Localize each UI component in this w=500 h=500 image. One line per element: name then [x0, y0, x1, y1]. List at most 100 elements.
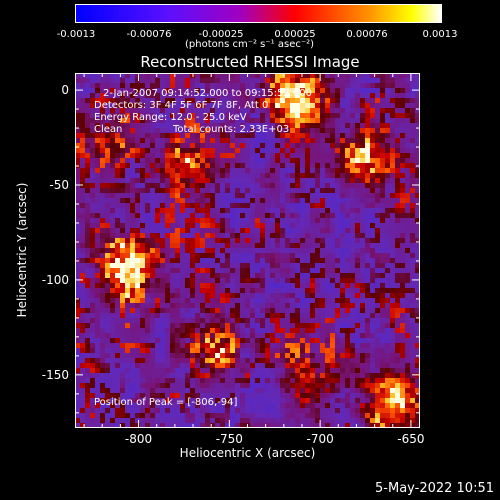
heatmap-cell	[320, 178, 325, 183]
heatmap-cell	[235, 338, 240, 343]
heatmap-cell	[95, 338, 100, 343]
heatmap-cell	[110, 238, 115, 243]
heatmap-cell	[335, 253, 340, 258]
heatmap-cell	[155, 363, 160, 368]
heatmap-cell	[375, 258, 380, 263]
heatmap-cell	[120, 253, 125, 258]
heatmap-cell	[350, 413, 355, 418]
heatmap-cell	[125, 113, 130, 118]
heatmap-cell	[135, 258, 140, 263]
heatmap-cell	[160, 98, 165, 103]
heatmap-cell	[175, 158, 180, 163]
heatmap-cell	[340, 378, 345, 383]
heatmap-cell	[375, 148, 380, 153]
heatmap-cell	[180, 348, 185, 353]
heatmap-cell	[310, 288, 315, 293]
heatmap-cell	[355, 363, 360, 368]
heatmap-cell	[240, 378, 245, 383]
heatmap-cell	[210, 298, 215, 303]
heatmap-cell	[115, 128, 120, 133]
heatmap-cell	[300, 98, 305, 103]
heatmap-cell	[345, 173, 350, 178]
heatmap-cell	[275, 218, 280, 223]
heatmap-cell	[190, 208, 195, 213]
heatmap-cell	[415, 273, 420, 278]
heatmap-cell	[75, 103, 80, 108]
heatmap-cell	[170, 308, 175, 313]
heatmap-cell	[270, 188, 275, 193]
heatmap-cell	[225, 198, 230, 203]
heatmap-cell	[185, 278, 190, 283]
heatmap-cell	[195, 283, 200, 288]
heatmap-cell	[125, 248, 130, 253]
heatmap-cell	[135, 193, 140, 198]
heatmap-cell	[85, 248, 90, 253]
heatmap-cell	[195, 173, 200, 178]
heatmap-cell	[115, 233, 120, 238]
heatmap-cell	[195, 373, 200, 378]
heatmap-cell	[360, 208, 365, 213]
heatmap-cell	[215, 253, 220, 258]
heatmap-cell	[165, 268, 170, 273]
heatmap-cell	[210, 263, 215, 268]
heatmap-cell	[370, 248, 375, 253]
heatmap-cell	[215, 288, 220, 293]
heatmap-cell	[305, 363, 310, 368]
heatmap-cell	[205, 93, 210, 98]
heatmap-cell	[75, 178, 80, 183]
heatmap-cell	[150, 313, 155, 318]
heatmap-cell	[325, 393, 330, 398]
heatmap-cell	[115, 353, 120, 358]
heatmap-cell	[85, 273, 90, 278]
heatmap-cell	[280, 103, 285, 108]
heatmap-cell	[265, 383, 270, 388]
heatmap-cell	[390, 263, 395, 268]
heatmap-cell	[335, 193, 340, 198]
heatmap-cell	[255, 383, 260, 388]
heatmap-cell	[390, 313, 395, 318]
heatmap-cell	[285, 328, 290, 333]
heatmap-cell	[250, 408, 255, 413]
heatmap-cell	[215, 398, 220, 403]
heatmap-cell	[195, 263, 200, 268]
heatmap-cell	[195, 93, 200, 98]
heatmap-cell	[200, 418, 205, 423]
heatmap-cell	[110, 418, 115, 423]
heatmap-cell	[155, 198, 160, 203]
heatmap-cell	[120, 313, 125, 318]
heatmap-cell	[405, 418, 410, 423]
heatmap-cell	[340, 313, 345, 318]
heatmap-cell	[215, 93, 220, 98]
heatmap-cell	[120, 273, 125, 278]
heatmap-cell	[165, 208, 170, 213]
heatmap-cell	[215, 223, 220, 228]
heatmap-cell	[155, 253, 160, 258]
heatmap-cell	[340, 243, 345, 248]
heatmap-cell	[85, 423, 90, 428]
heatmap-cell	[220, 163, 225, 168]
heatmap-cell	[205, 203, 210, 208]
heatmap-cell	[370, 218, 375, 223]
heatmap-cell	[85, 293, 90, 298]
axis-ticks	[75, 73, 420, 428]
heatmap-cell	[285, 393, 290, 398]
heatmap-cell	[300, 78, 305, 83]
heatmap-cell	[215, 83, 220, 88]
heatmap-cell	[300, 213, 305, 218]
heatmap-cell	[270, 423, 275, 428]
heatmap-cell	[200, 368, 205, 373]
heatmap-cell	[95, 178, 100, 183]
heatmap-cell	[310, 123, 315, 128]
heatmap-cell	[395, 138, 400, 143]
heatmap-cell	[195, 198, 200, 203]
heatmap-cell	[95, 218, 100, 223]
heatmap-cell	[305, 228, 310, 233]
heatmap-cell	[220, 193, 225, 198]
heatmap-cell	[205, 213, 210, 218]
heatmap-cell	[310, 168, 315, 173]
heatmap-cell	[290, 188, 295, 193]
heatmap-cell	[325, 193, 330, 198]
heatmap-cell	[245, 273, 250, 278]
heatmap-cell	[220, 268, 225, 273]
heatmap-cell	[290, 143, 295, 148]
